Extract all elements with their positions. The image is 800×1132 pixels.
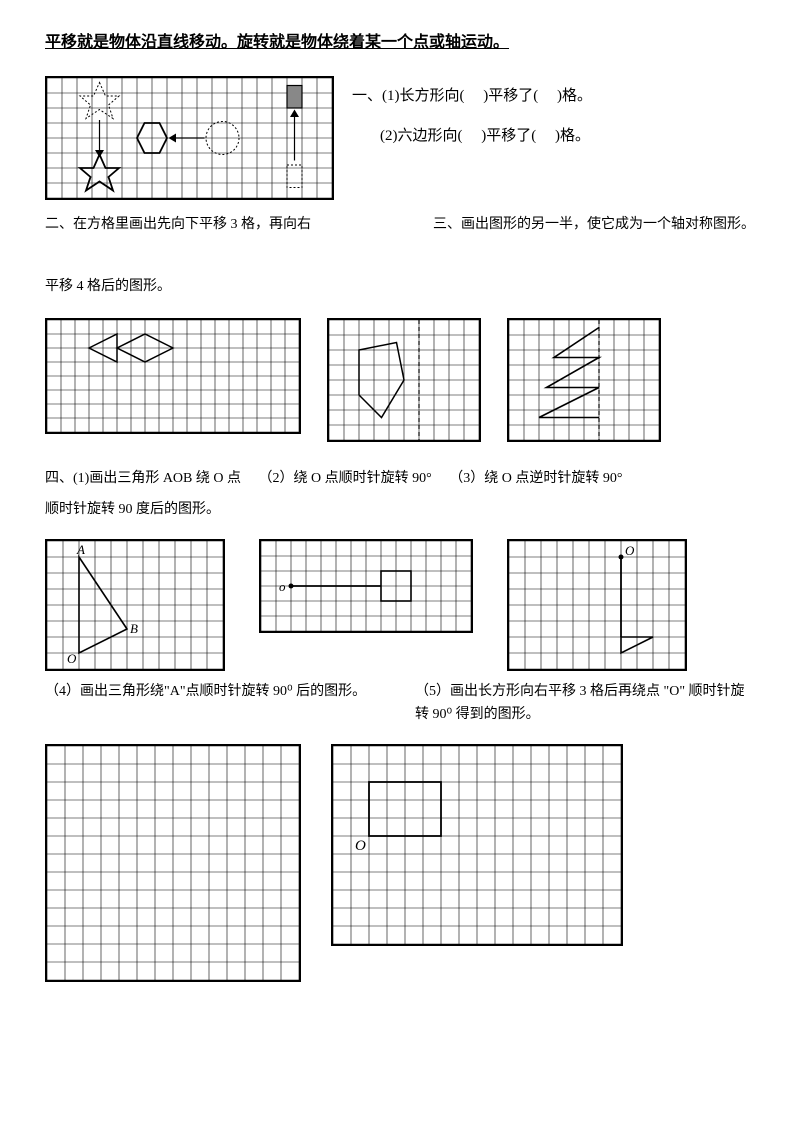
section-2-3-labels: 二、在方格里画出先向下平移 3 格，再向右 三、画出图形的另一半，使它成为一个轴…: [45, 214, 755, 236]
svg-text:O: O: [355, 838, 366, 854]
figure-4-1: A B O: [45, 539, 225, 671]
figure-2: [45, 318, 301, 434]
figure-4-2: o: [259, 539, 473, 633]
q4-1: 四、(1)画出三角形 AOB 绕 O 点: [45, 471, 241, 486]
page-title: 平移就是物体沿直线移动。旋转就是物体绕着某一个点或轴运动。: [45, 30, 755, 56]
q1-line1-a: 一、(1)长方形向(: [352, 88, 465, 104]
question-1-text: 一、(1)长方形向( )平移了( )格。 (2)六边形向( )平移了( )格。: [352, 76, 755, 164]
section-1: 一、(1)长方形向( )平移了( )格。 (2)六边形向( )平移了( )格。: [45, 76, 755, 200]
q1-line2-b: )平移了(: [481, 128, 536, 144]
section-2-3-figures: [45, 318, 755, 442]
q4-sub: 顺时针旋转 90 度后的图形。: [45, 499, 755, 521]
q4-3: （3）绕 O 点逆时针旋转 90°: [449, 471, 622, 486]
section-4-figures: A B O o O: [45, 539, 755, 671]
figure-3a: [327, 318, 481, 442]
figure-5b: O: [331, 744, 623, 946]
svg-text:o: o: [279, 579, 286, 594]
q1-line2-c: )格。: [555, 128, 590, 144]
q4-4: （4）画出三角形绕"A"点顺时针旋转 90⁰ 后的图形。: [45, 681, 385, 726]
figure-1: [45, 76, 334, 200]
figure-4-3: O: [507, 539, 687, 671]
q4-5: （5）画出长方形向右平移 3 格后再绕点 "O" 顺时针旋转 90⁰ 得到的图形…: [415, 681, 755, 726]
q1-line2-a: (2)六边形向(: [380, 128, 463, 144]
question-3-text: 三、画出图形的另一半，使它成为一个轴对称图形。: [433, 214, 755, 236]
q1-line1-b: )平移了(: [483, 88, 538, 104]
svg-text:O: O: [67, 651, 77, 666]
q1-line1-c: )格。: [557, 88, 592, 104]
question-2-text: 二、在方格里画出先向下平移 3 格，再向右: [45, 214, 311, 236]
q4-2: （2）绕 O 点顺时针旋转 90°: [259, 471, 432, 486]
question-2b-text: 平移 4 格后的图形。: [45, 276, 755, 298]
figure-3b: [507, 318, 661, 442]
svg-text:O: O: [625, 543, 635, 558]
section-5-figures: O: [45, 744, 755, 982]
svg-text:B: B: [130, 621, 138, 636]
svg-text:A: A: [76, 542, 85, 557]
figure-5a: [45, 744, 301, 982]
section-4-5-labels: （4）画出三角形绕"A"点顺时针旋转 90⁰ 后的图形。 （5）画出长方形向右平…: [45, 681, 755, 726]
section-4-labels: 四、(1)画出三角形 AOB 绕 O 点 （2）绕 O 点顺时针旋转 90° （…: [45, 468, 755, 490]
